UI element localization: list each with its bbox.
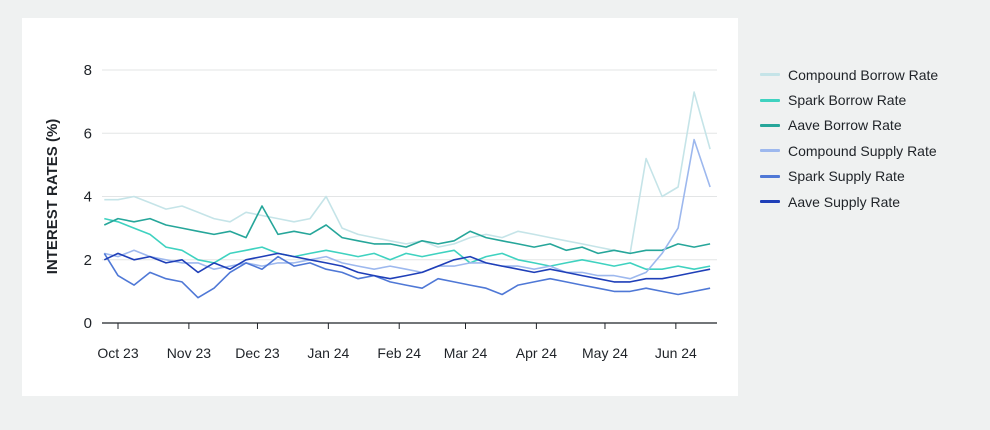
series-line-aave-borrow-rate (103, 205, 711, 255)
legend-item: Aave Borrow Rate (760, 113, 938, 138)
line-chart: 0 2 4 6 8 INTEREST RATES (%) Oct 23 Nov 23 Dec 2… (44, 62, 717, 361)
legend-label: Aave Borrow Rate (788, 117, 902, 134)
legend-swatch (760, 149, 780, 153)
x-tick-label: Apr 24 (516, 345, 557, 361)
y-tick-label: 8 (84, 62, 92, 79)
legend-item: Compound Borrow Rate (760, 62, 938, 87)
legend-label: Spark Supply Rate (788, 168, 905, 185)
series-line-compound-borrow-rate (104, 91, 711, 255)
y-tick-label: 6 (84, 125, 92, 142)
series-line-spark-supply-rate (103, 252, 711, 299)
legend-item: Aave Supply Rate (760, 189, 938, 214)
y-axis-label: INTEREST RATES (%) (44, 119, 61, 275)
legend-swatch (760, 200, 780, 204)
x-tick-label: Feb 24 (377, 345, 421, 361)
legend-swatch (760, 98, 780, 102)
x-tick-label: Oct 23 (97, 345, 138, 361)
chart-card: 0 2 4 6 8 INTEREST RATES (%) Oct 23 Nov 23 Dec 2… (22, 18, 738, 396)
legend-item: Spark Borrow Rate (760, 87, 938, 112)
series-line-spark-borrow-rate (104, 217, 711, 270)
legend-item: Spark Supply Rate (760, 164, 938, 189)
legend-swatch (760, 73, 780, 77)
x-tick-label: Jun 24 (655, 345, 697, 361)
series-line-compound-supply-rate (104, 138, 711, 280)
y-tick-label: 0 (84, 315, 92, 332)
legend-label: Compound Supply Rate (788, 142, 937, 159)
y-tick-label: 4 (84, 189, 92, 206)
x-tick-label: Mar 24 (444, 345, 488, 361)
chart-legend: Compound Borrow Rate Spark Borrow Rate Aav… (760, 62, 938, 214)
y-tick-label: 2 (84, 252, 92, 269)
legend-item: Compound Supply Rate (760, 138, 938, 163)
series-line-aave-supply-rate (103, 252, 711, 283)
legend-label: Compound Borrow Rate (788, 66, 939, 83)
legend-label: Spark Borrow Rate (788, 92, 907, 109)
x-tick-label: Dec 23 (235, 345, 280, 361)
x-tick-label: Nov 23 (167, 345, 212, 361)
legend-label: Aave Supply Rate (788, 193, 901, 210)
x-tick-label: May 24 (582, 345, 628, 361)
legend-swatch (760, 123, 780, 127)
x-tick-label: Jan 24 (307, 345, 349, 361)
legend-swatch (760, 174, 780, 178)
